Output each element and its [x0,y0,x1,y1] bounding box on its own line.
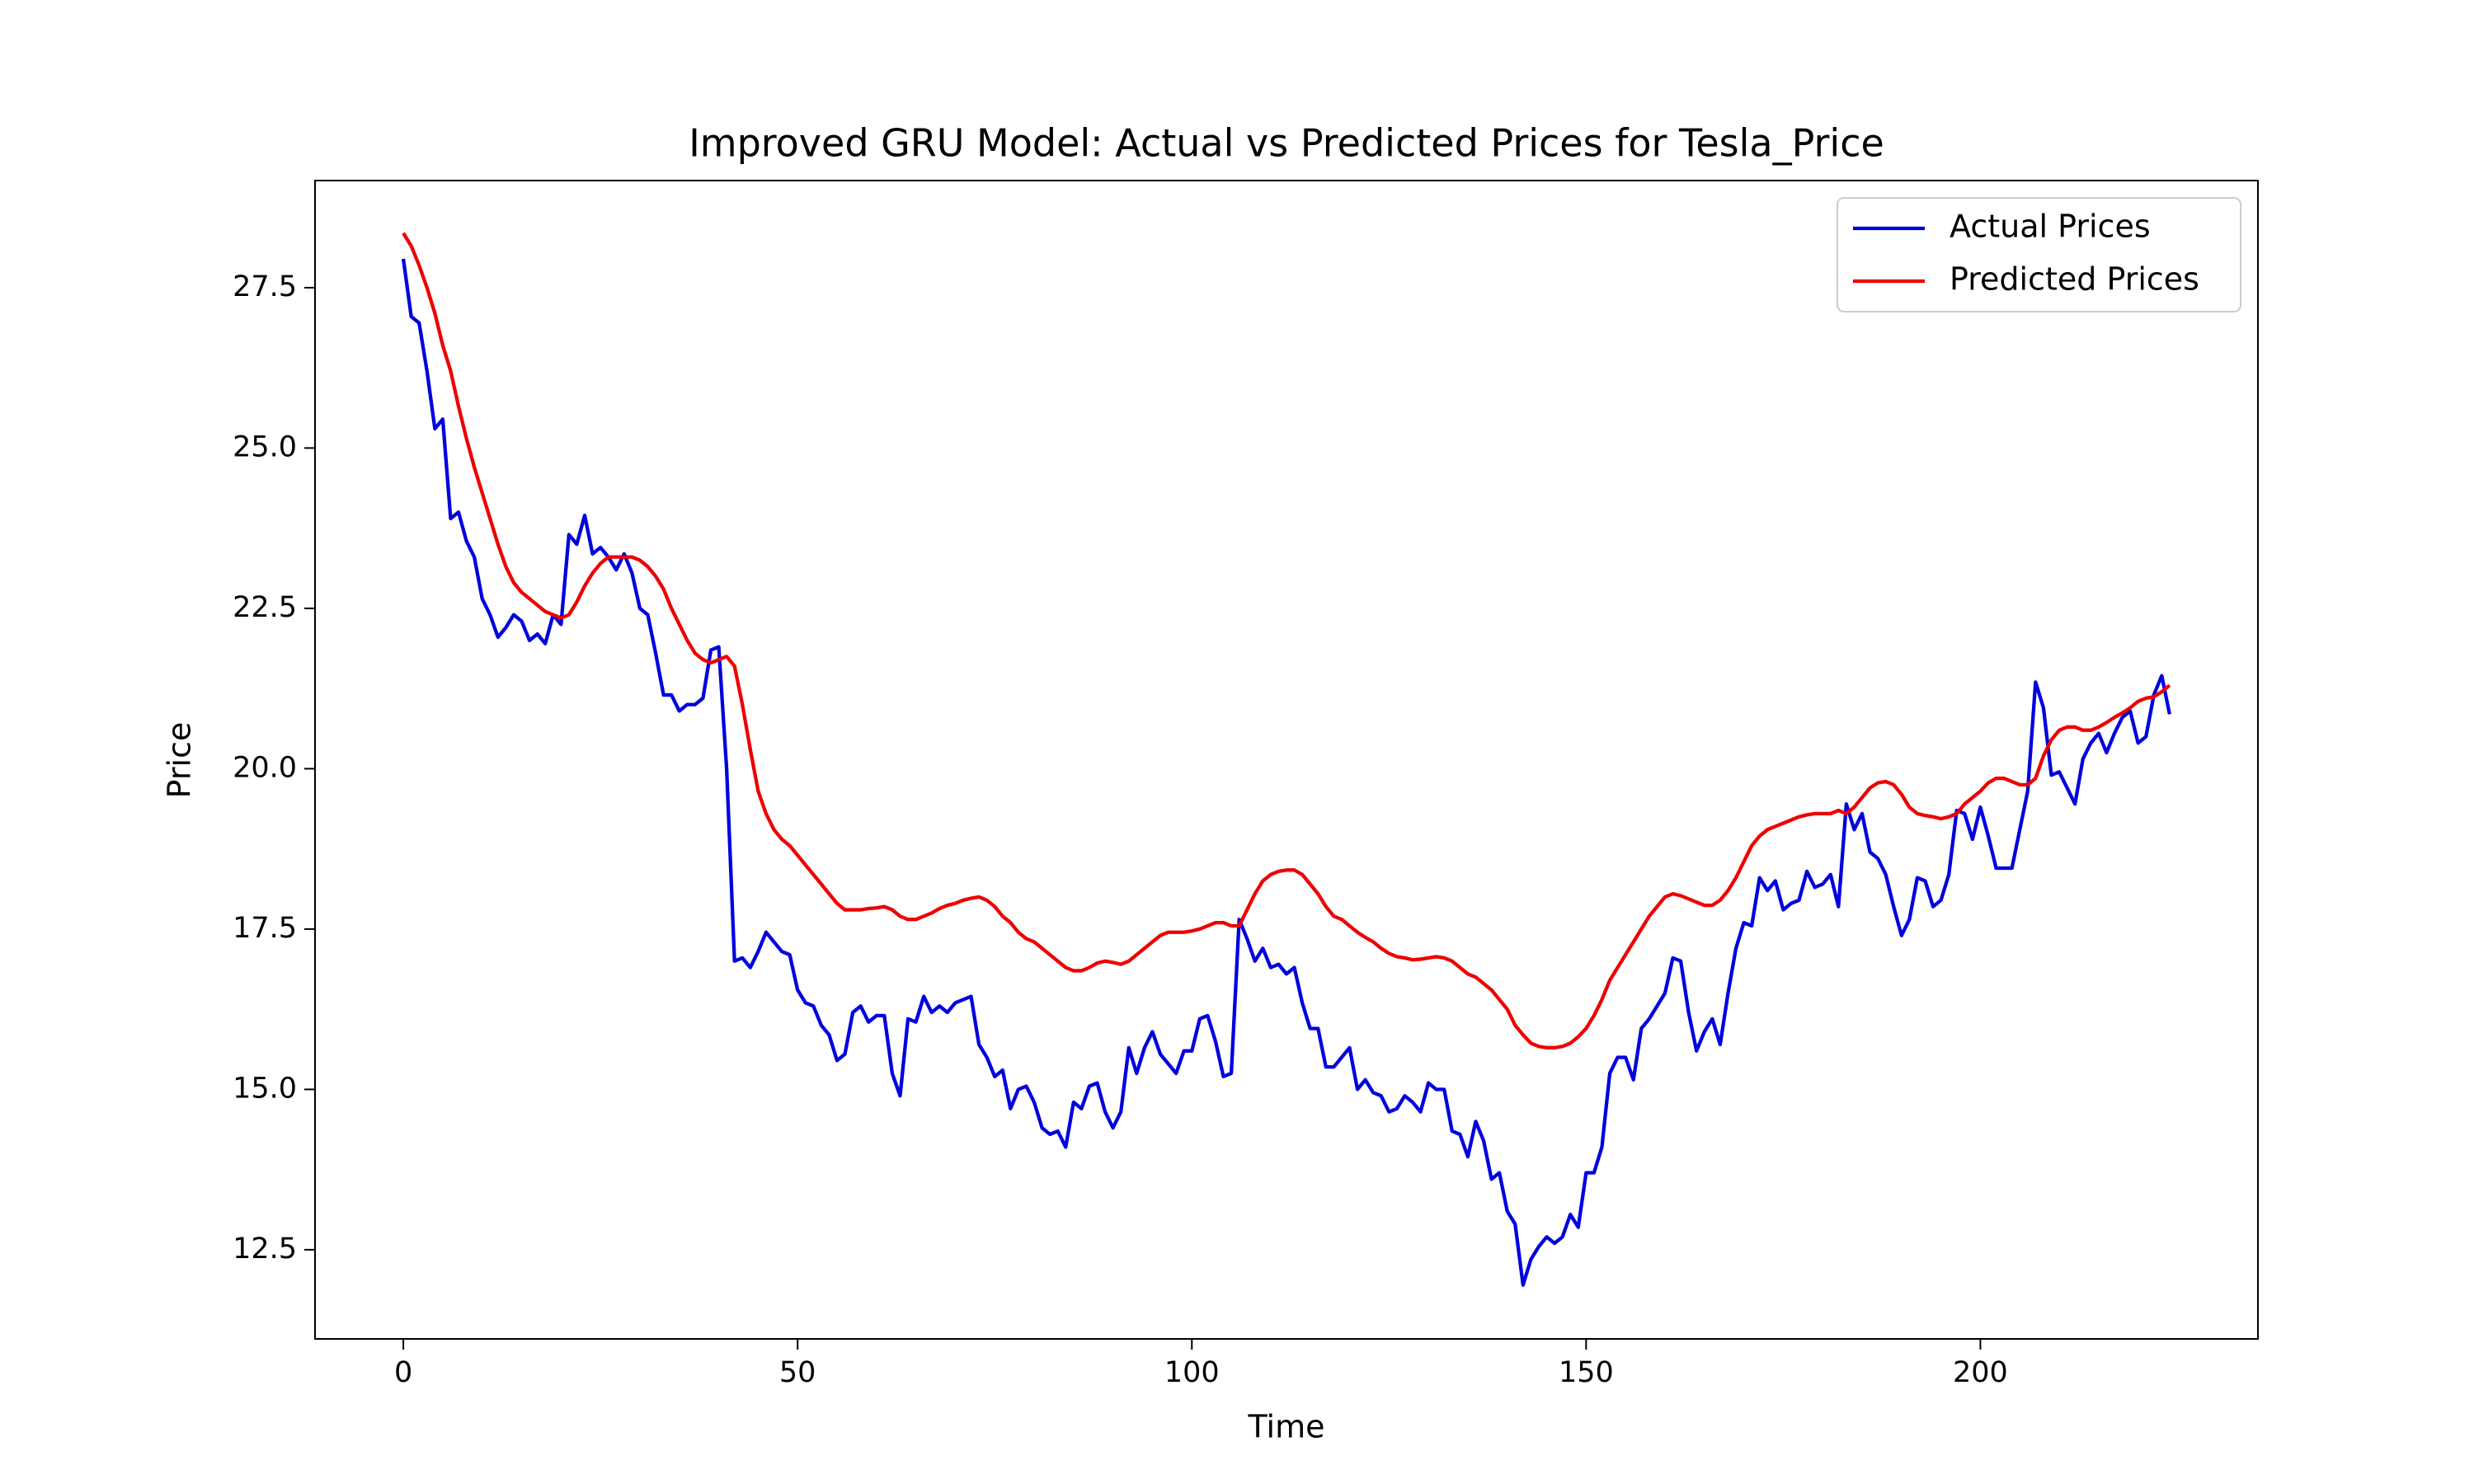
y-tick-label: 15.0 [233,1072,297,1105]
legend-box [1837,197,2241,312]
y-tick-label: 17.5 [233,912,297,945]
chart-title: Improved GRU Model: Actual vs Predicted … [689,121,1884,166]
y-tick-label: 22.5 [233,591,297,624]
x-tick-label: 0 [394,1356,412,1389]
data-line [402,232,2171,1050]
legend-label: Predicted Prices [1950,261,2199,298]
y-axis-label: Price [162,722,198,799]
y-tick-label: 12.5 [233,1233,297,1266]
y-tick-label: 20.0 [233,751,297,784]
x-axis-label: Time [1248,1409,1325,1445]
x-tick-label: 200 [1953,1356,2008,1389]
x-tick-label: 150 [1559,1356,1614,1389]
y-tick-label: 25.0 [233,430,297,463]
legend-label: Actual Prices [1950,209,2151,245]
x-tick-label: 50 [779,1356,816,1389]
legend: Actual Prices Predicted Prices [1837,197,2241,312]
x-tick-label: 100 [1164,1356,1220,1389]
data-line [401,258,2172,1287]
plot-frame [314,180,2259,1340]
y-tick-label: 27.5 [233,270,297,303]
